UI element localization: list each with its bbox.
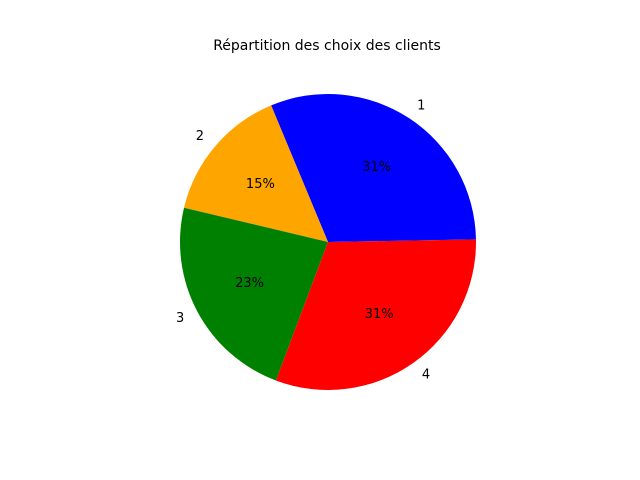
pie-slices xyxy=(180,94,477,391)
slice-pct-label-3: 23% xyxy=(235,276,264,291)
pie-slice-2 xyxy=(184,105,328,242)
slice-pct-label-4: 31% xyxy=(365,307,394,322)
slice-label-3: 3 xyxy=(176,311,184,326)
slice-pct-label-2: 15% xyxy=(246,177,275,192)
slice-label-4: 4 xyxy=(422,368,430,383)
slice-label-1: 1 xyxy=(417,98,425,113)
slice-label-2: 2 xyxy=(196,129,204,144)
pie-slice-1 xyxy=(271,94,476,243)
pie-slice-3 xyxy=(180,207,328,381)
chart-title: Répartition des choix des clients xyxy=(213,38,441,54)
pie-slice-4 xyxy=(275,239,477,391)
pie-labels: 1 31% 2 15% 3 23% 4 31% xyxy=(176,98,430,382)
slice-pct-label-1: 31% xyxy=(362,160,391,175)
